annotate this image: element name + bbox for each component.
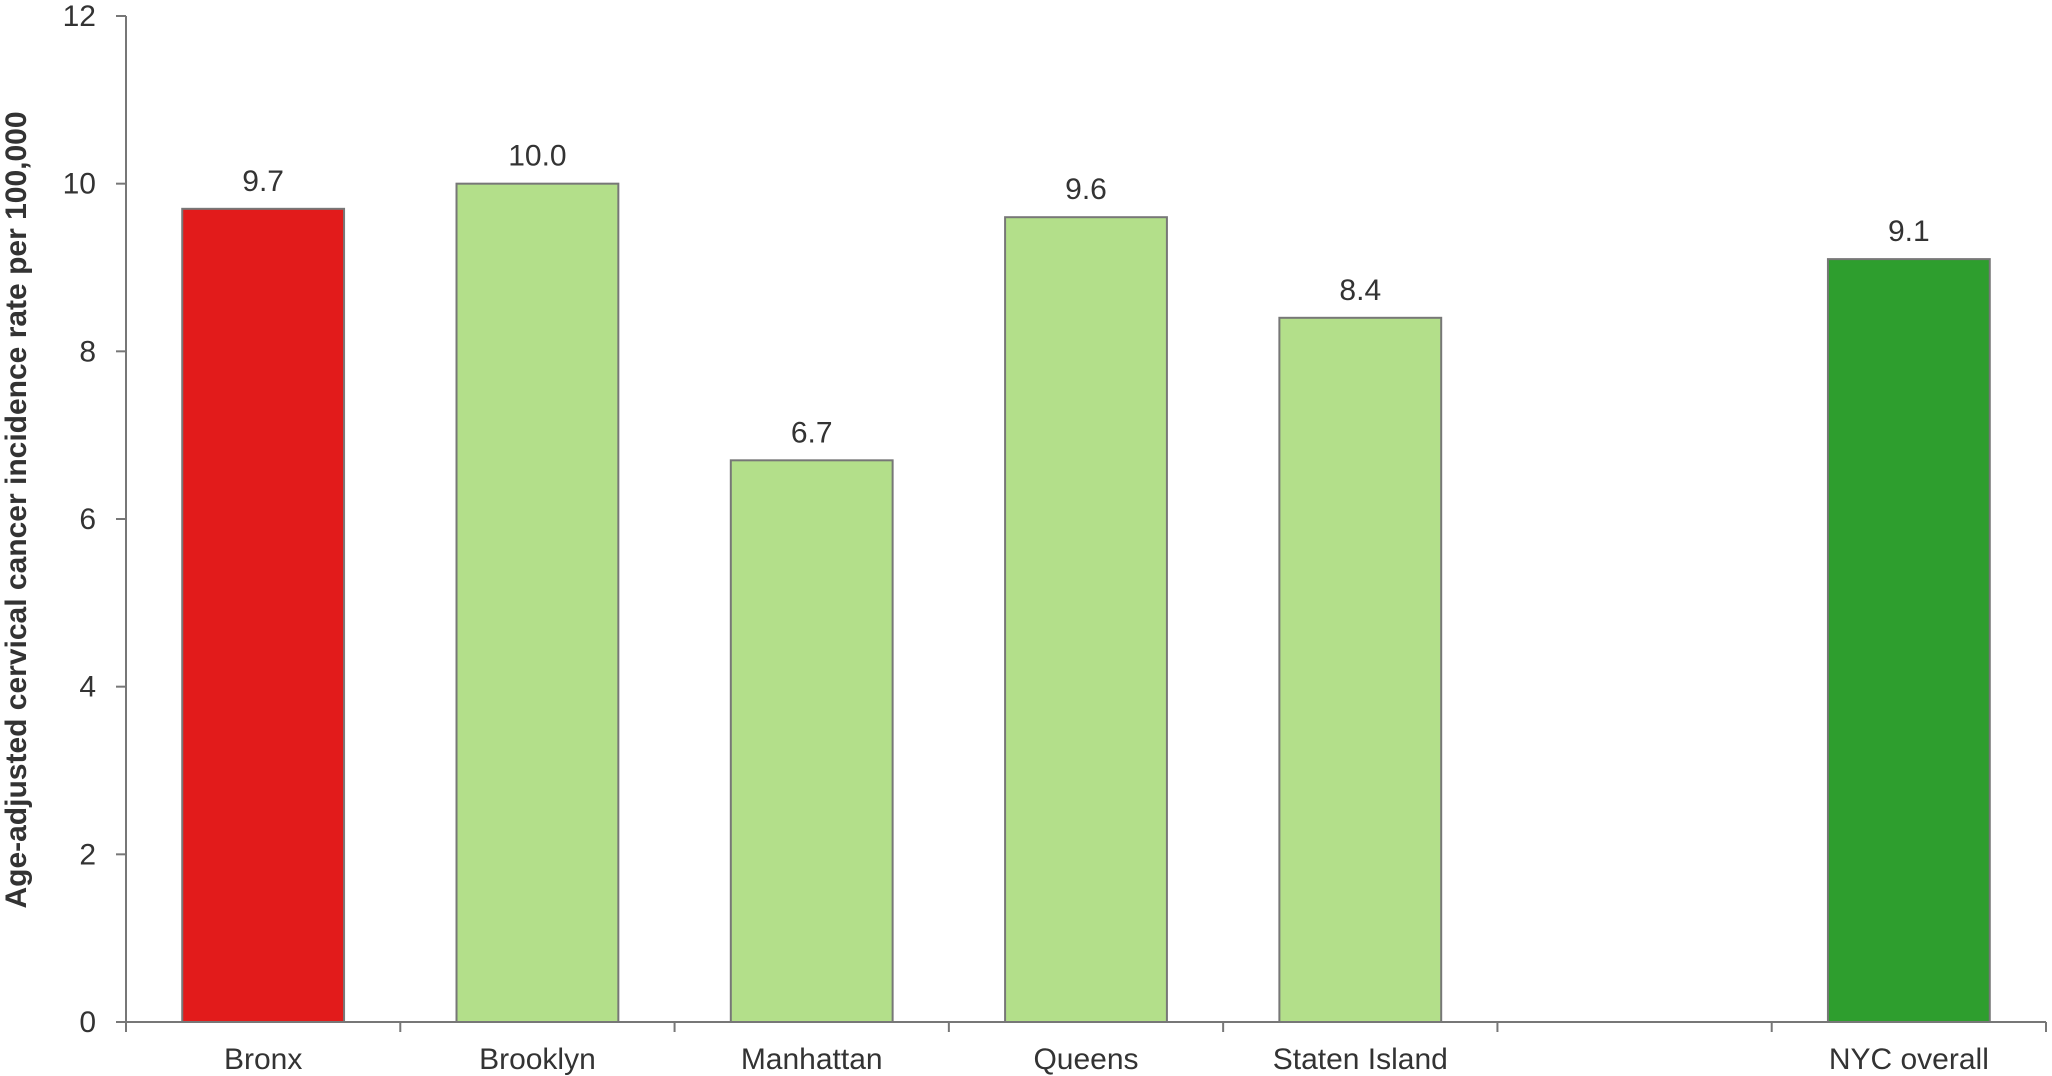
bar-brooklyn [455,182,620,1023]
data-label: 9.7 [242,165,284,198]
y-tick-label: 0 [79,1006,96,1039]
x-category-label: Manhattan [741,1043,883,1076]
x-category-label: Queens [1033,1043,1138,1076]
y-axis-title: Age-adjusted cervical cancer incidence r… [0,111,33,908]
bar-manhattan [729,459,894,1024]
x-category-label: Bronx [224,1043,302,1076]
x-axis: Bronx Brooklyn Manhattan Queens Staten Islan… [125,1021,2047,1076]
bar-bronx [181,207,346,1024]
data-label: 6.7 [791,416,833,449]
data-label: 10.0 [508,140,566,173]
y-tick-label: 6 [79,503,96,536]
data-label: 9.6 [1065,173,1107,206]
x-category-label: NYC overall [1829,1043,1989,1076]
y-axis: 0 2 4 6 8 10 12 [63,0,127,1039]
x-category-label: Brooklyn [479,1043,596,1076]
data-label: 9.1 [1888,215,1930,248]
bar-queens [1004,216,1168,1023]
bars [181,182,1991,1024]
y-tick-label: 4 [79,671,96,704]
y-tick-label: 10 [63,168,96,201]
y-tick-label: 12 [63,0,96,33]
bar-staten-island [1278,316,1443,1023]
data-label: 8.4 [1339,274,1381,307]
y-tick-label: 8 [79,335,96,368]
y-tick-label: 2 [79,838,96,871]
bar-nyc-overall [1826,258,1991,1024]
data-labels: 9.7 10.0 6.7 9.6 8.4 9.1 [242,140,1929,450]
x-category-label: Staten Island [1273,1043,1448,1076]
